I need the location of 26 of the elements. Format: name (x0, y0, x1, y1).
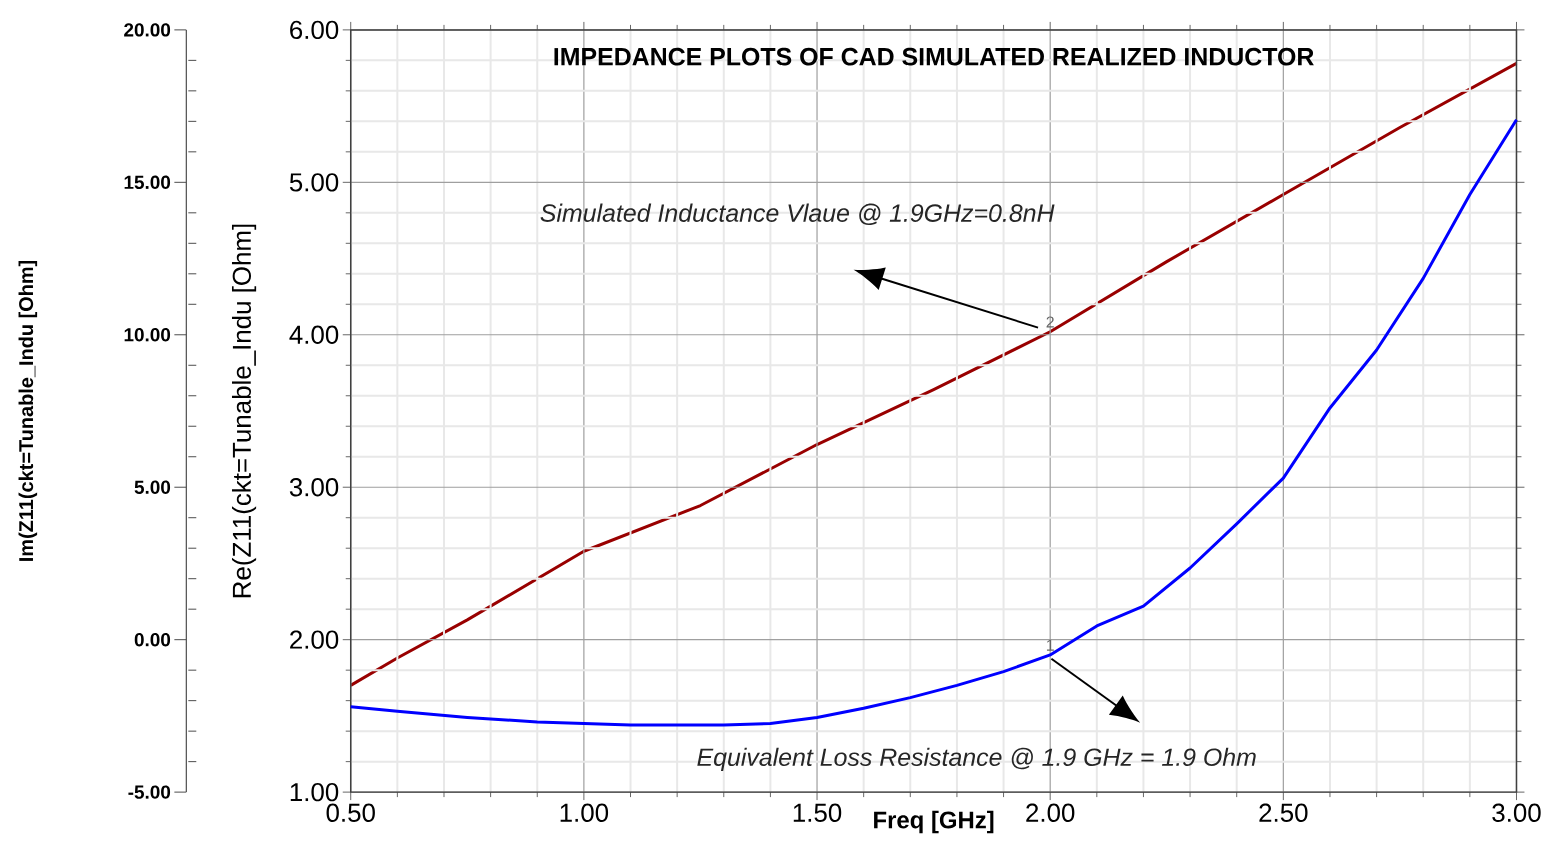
annotation: 2 (1046, 316, 1054, 328)
x-axis-title: Freq [GHz] (874, 810, 994, 834)
annotation: Simulated Inductance Vlaue @ 1.9GHz=0.8nH (540, 203, 1055, 226)
y2-tick-label: -5.00 (128, 785, 171, 799)
y2-tick-label: 0.00 (134, 633, 171, 647)
y-tick-label: 1.00 (290, 783, 339, 802)
y-tick-label: 4.00 (289, 325, 339, 345)
y2-tick-label: 15.00 (124, 175, 171, 190)
x-tick-label: 2.00 (1026, 803, 1075, 823)
y2-axis-title: Im(Z11(ckt=Tunable_Indu [Ohm] (18, 260, 38, 561)
y-axis-title: Re(Z11(ckt=Tunable_Indu [Ohm] (231, 224, 257, 598)
annotation: 1 (1046, 639, 1054, 651)
x-tick-label: 0.50 (326, 803, 375, 823)
x-tick-label: 1.00 (560, 803, 609, 823)
y-tick-label: 2.00 (290, 630, 339, 649)
y-tick-label: 5.00 (289, 173, 339, 192)
y2-tick-label: 5.00 (134, 480, 171, 494)
y-tick-label: 3.00 (289, 478, 339, 497)
x-tick-label: 3.00 (1492, 803, 1541, 823)
annotation: Equivalent Loss Resistance @ 1.9 GHz = 1.9 Ohm (697, 747, 1256, 772)
y2-tick-label: 20.00 (124, 23, 171, 37)
y-tick-label: 6.00 (290, 20, 339, 40)
text: IMPEDANCE PLOTS OF CAD SIMULATED REALIZED INDUCTOR (554, 47, 1314, 66)
y2-tick-label: 10.00 (124, 328, 171, 342)
x-tick-label: 1.50 (793, 803, 842, 823)
x-tick-label: 2.50 (1259, 803, 1308, 823)
